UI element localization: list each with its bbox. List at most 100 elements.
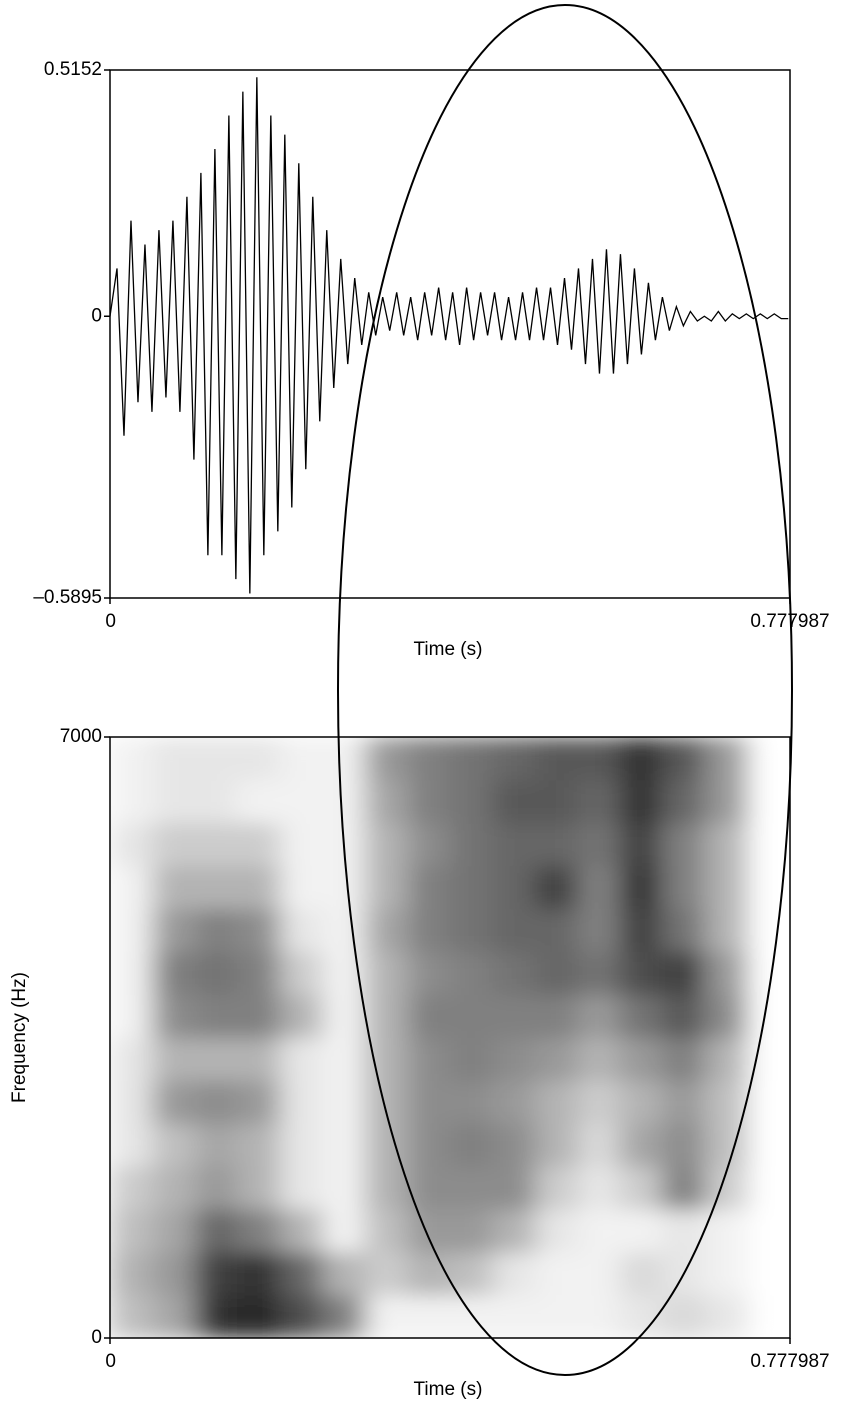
cell <box>492 1123 536 1167</box>
cell <box>535 994 579 1038</box>
cell <box>535 951 579 996</box>
cell <box>577 779 621 824</box>
cell <box>364 1123 409 1167</box>
cell <box>280 951 324 996</box>
cell <box>620 779 664 824</box>
cell <box>535 908 579 953</box>
cell <box>364 1166 409 1210</box>
cell <box>407 779 451 824</box>
cell <box>620 737 664 781</box>
cell <box>237 1295 281 1338</box>
cell <box>152 994 196 1038</box>
cell <box>364 1295 409 1338</box>
plot-frame <box>109 69 791 599</box>
cell <box>195 1252 239 1296</box>
cell <box>195 951 239 996</box>
spectrogram-cells <box>110 737 790 1338</box>
cell <box>280 994 324 1038</box>
cell <box>492 908 536 953</box>
cell <box>492 1209 536 1253</box>
cell <box>110 737 153 781</box>
cell <box>152 1252 196 1296</box>
cell <box>747 1209 790 1253</box>
cell <box>407 1252 451 1296</box>
cell <box>704 951 749 996</box>
cell <box>280 865 324 910</box>
cell <box>407 951 451 996</box>
cell <box>577 822 621 867</box>
cell <box>321 1080 366 1124</box>
cell <box>321 908 366 953</box>
y-tick-label: 0.5152 <box>44 59 102 80</box>
cell <box>577 1123 621 1167</box>
cell <box>364 994 409 1038</box>
cell <box>407 822 451 867</box>
cell <box>704 1080 749 1124</box>
cell <box>620 1080 664 1124</box>
cell <box>661 908 706 953</box>
cell <box>407 1123 451 1167</box>
cell <box>704 1252 749 1296</box>
cell <box>747 822 790 867</box>
cell <box>492 1295 536 1338</box>
cell <box>237 951 281 996</box>
cell <box>620 822 664 867</box>
cell <box>152 1037 196 1081</box>
cell <box>237 1037 281 1081</box>
cell <box>492 1252 536 1296</box>
cell <box>237 865 281 910</box>
y-tick-label: 7000 <box>60 726 102 747</box>
cell <box>577 951 621 996</box>
cell <box>110 908 153 953</box>
cell <box>152 908 196 953</box>
y-tick-label: 0 <box>91 1327 102 1348</box>
cell <box>237 822 281 867</box>
cell <box>280 908 324 953</box>
cell <box>237 779 281 824</box>
cell <box>661 822 706 867</box>
cell <box>535 737 579 781</box>
cell <box>492 951 536 996</box>
cell <box>237 737 281 781</box>
cell <box>237 1166 281 1210</box>
cell <box>661 1037 706 1081</box>
cell <box>280 822 324 867</box>
cell <box>237 1080 281 1124</box>
cell <box>364 779 409 824</box>
cell <box>492 1080 536 1124</box>
cell <box>704 994 749 1038</box>
cell <box>407 994 451 1038</box>
spectrogram <box>110 737 790 1338</box>
cell <box>321 1123 366 1167</box>
cell <box>195 1123 239 1167</box>
cell <box>407 1209 451 1253</box>
cell <box>110 1295 153 1338</box>
cell <box>110 1252 153 1296</box>
cell <box>449 737 493 781</box>
cell <box>321 1295 366 1338</box>
cell <box>237 908 281 953</box>
y-tick-label: –0.5895 <box>33 587 102 608</box>
x-tick-label: 0 <box>105 1351 116 1372</box>
cell <box>195 779 239 824</box>
cell <box>195 994 239 1038</box>
cell <box>237 994 281 1038</box>
waveform <box>109 77 789 594</box>
cell <box>321 1209 366 1253</box>
cell <box>195 865 239 910</box>
cell <box>747 1123 790 1167</box>
x-tick-label: 0 <box>105 611 116 632</box>
cell <box>661 737 706 781</box>
cell <box>577 1295 621 1338</box>
cell <box>577 737 621 781</box>
cell <box>449 822 493 867</box>
cell <box>492 865 536 910</box>
cell <box>449 1080 493 1124</box>
cell <box>620 994 664 1038</box>
cell <box>449 779 493 824</box>
cell <box>364 1209 409 1253</box>
cell <box>152 779 196 824</box>
cell <box>364 1037 409 1081</box>
cell <box>449 1123 493 1167</box>
cell <box>364 908 409 953</box>
